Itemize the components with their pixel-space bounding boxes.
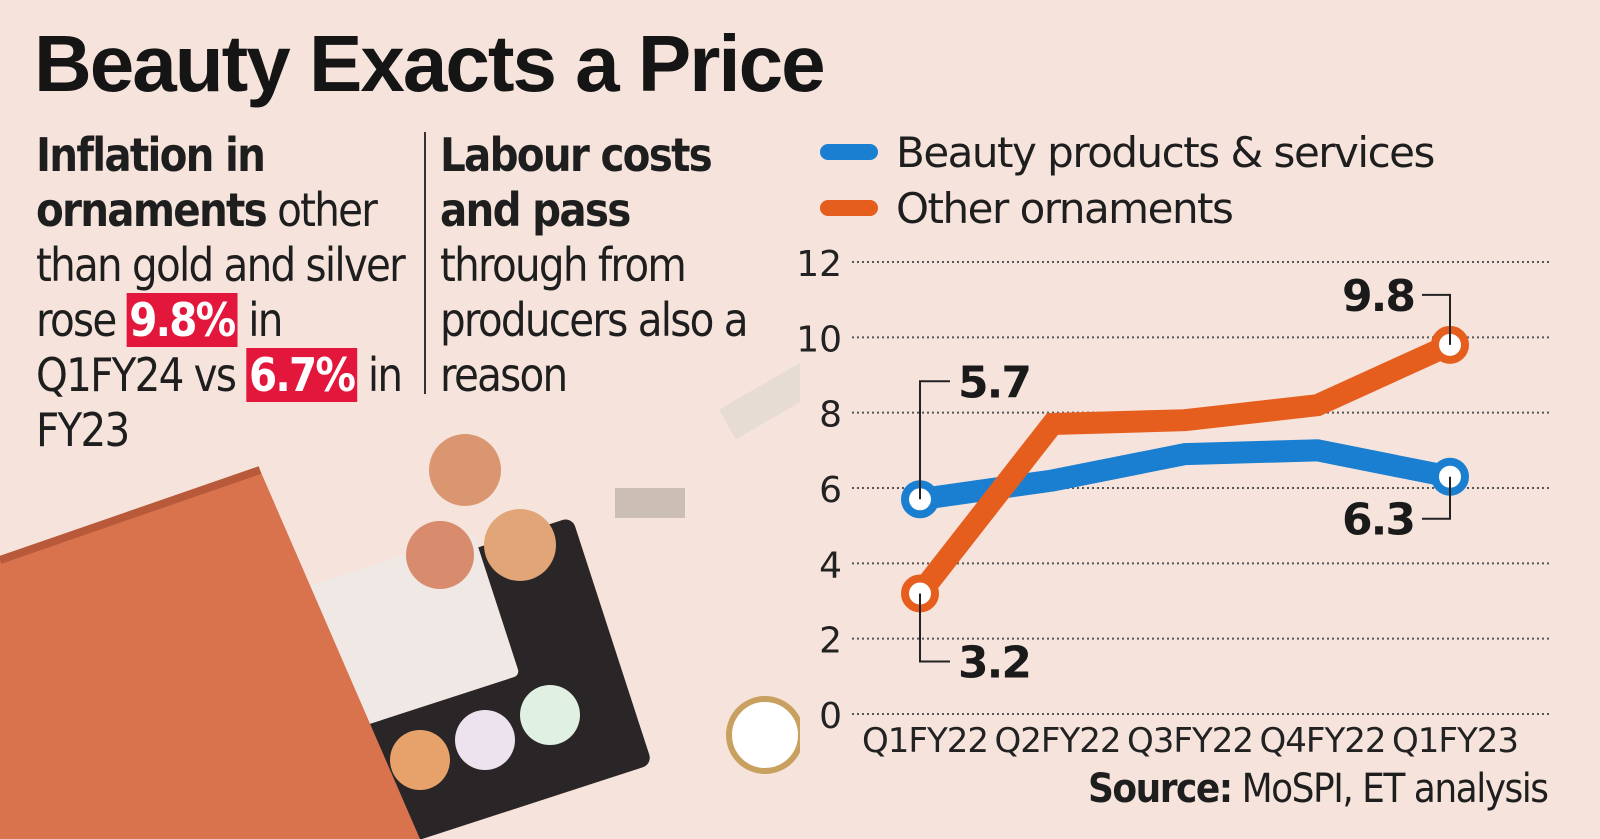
legend-label: Other ornaments: [896, 183, 1234, 233]
blurb-left-bold: Inflation in ornaments: [36, 128, 268, 237]
blurb-text: in FY23: [36, 348, 403, 457]
blurb-text: in Q1FY24 vs: [36, 293, 283, 402]
cosmetics-photo: [0, 354, 800, 839]
highlight-9-8: 9.8%: [126, 293, 238, 347]
data-label: 5.7: [958, 357, 1030, 408]
x-tick-label: Q3FY22: [1127, 721, 1253, 761]
page-title: Beauty Exacts a Price: [34, 19, 826, 108]
legend-label: Beauty products & services: [896, 127, 1435, 177]
y-tick-label: 12: [796, 244, 842, 285]
data-label: 3.2: [958, 637, 1030, 688]
y-tick-label: 8: [819, 395, 842, 436]
label-leader: [919, 380, 950, 500]
y-tick-label: 10: [796, 319, 842, 360]
y-tick-label: 2: [819, 621, 842, 662]
divider: [424, 132, 426, 394]
y-tick-label: 6: [819, 470, 842, 511]
legend-item-beauty: Beauty products & services: [820, 124, 1435, 180]
blurb-right: Labour costs and pass through from produ…: [440, 128, 766, 403]
blurb-right-bold: Labour costs and pass: [440, 128, 713, 237]
data-label: 9.8: [1342, 271, 1414, 322]
y-tick-label: 4: [819, 545, 842, 586]
legend-item-ornaments: Other ornaments: [820, 180, 1434, 236]
source-note: Source: MoSPI, ET analysis: [1088, 766, 1549, 812]
legend-swatch-orange: [820, 200, 878, 216]
y-tick-label: 0: [819, 696, 842, 737]
blurb-left: Inflation in ornaments other than gold a…: [36, 128, 414, 458]
x-tick-label: Q4FY22: [1260, 721, 1386, 761]
label-leader: [1422, 293, 1451, 345]
x-tick-label: Q1FY22: [862, 721, 988, 761]
legend-swatch-blue: [820, 144, 878, 160]
data-label: 6.3: [1342, 495, 1414, 546]
legend: Beauty products & services Other ornamen…: [820, 124, 1435, 236]
source-label: Source:: [1088, 766, 1233, 812]
label-leader: [919, 593, 950, 663]
source-text: MoSPI, ET analysis: [1231, 766, 1549, 812]
blurb-text: other than gold and silver rose: [36, 183, 406, 347]
blurb-text: through from producers also a reason: [440, 238, 749, 402]
highlight-6-7: 6.7%: [246, 348, 357, 402]
x-tick-label: Q1FY23: [1392, 721, 1518, 761]
series-line-ornaments: [911, 334, 1455, 601]
label-leader: [1422, 476, 1451, 520]
x-tick-label: Q2FY22: [995, 721, 1121, 761]
